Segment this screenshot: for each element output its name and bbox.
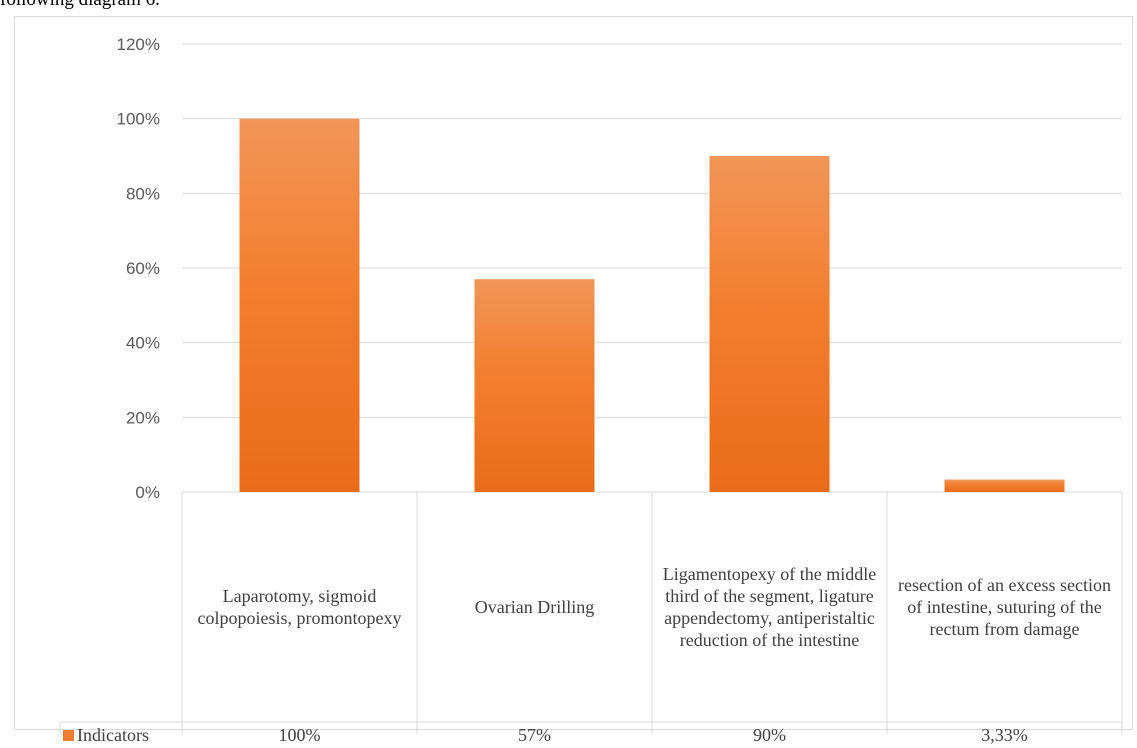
bar — [474, 279, 595, 492]
data-table-value: 57% — [518, 724, 551, 745]
x-category-label: Ovarian Drilling — [474, 597, 595, 617]
legend-label: Indicators — [77, 724, 149, 745]
bar — [709, 156, 830, 492]
y-tick-label: 0% — [135, 483, 160, 502]
data-table-value: 100% — [278, 724, 321, 745]
x-category-label: resection of an excess section of intest… — [898, 575, 1111, 639]
data-table-value: 90% — [753, 724, 786, 745]
legend-swatch — [63, 729, 74, 741]
y-tick-label: 80% — [126, 184, 160, 203]
bar — [239, 118, 360, 493]
x-category-label: Laparotomy, sigmoid colpopoiesis, promon… — [197, 586, 402, 628]
page-heading-fragment: following diagram 6. — [0, 0, 160, 12]
y-tick-label: 120% — [117, 35, 160, 54]
data-table-value: 3,33% — [981, 724, 1028, 745]
y-tick-label: 20% — [126, 408, 160, 427]
chart-frame — [14, 16, 1133, 730]
y-tick-label: 40% — [126, 334, 160, 353]
y-tick-label: 100% — [117, 110, 160, 129]
bar — [944, 479, 1065, 492]
x-category-label: Ligamentopexy of the middle third of the… — [662, 564, 877, 650]
legend-indicators: Indicators — [60, 722, 182, 748]
y-tick-label: 60% — [126, 259, 160, 278]
